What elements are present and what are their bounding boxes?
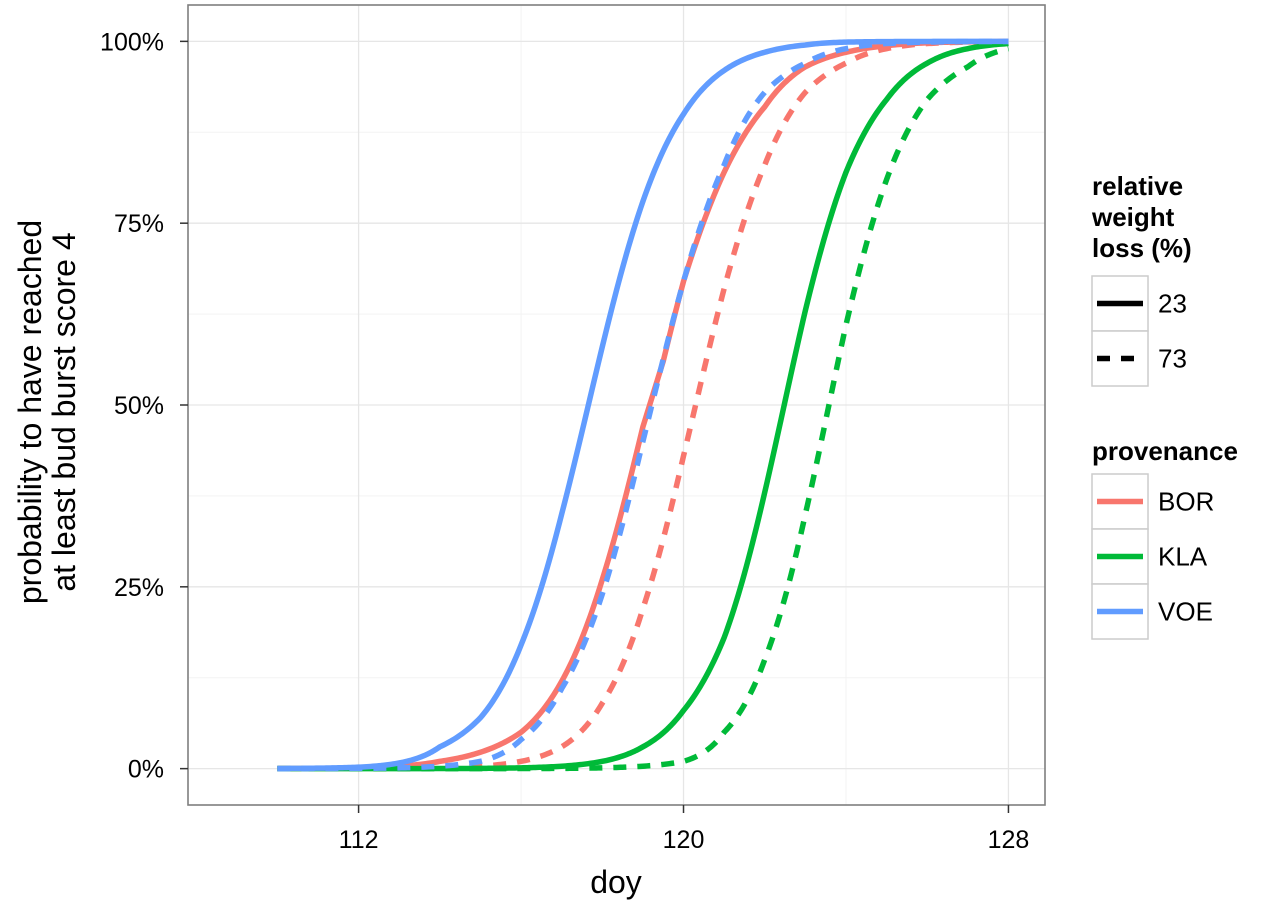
- y-axis-title-line-2: at least bud burst score 4: [46, 232, 82, 591]
- legend-label-voe: VOE: [1158, 597, 1213, 627]
- axis-layer: 112 120 128 0% 25% 50% 75% 100%: [100, 28, 1029, 854]
- y-tick-label: 75%: [114, 210, 164, 238]
- y-axis-title: probability to have reached at least bud…: [12, 220, 82, 604]
- series-line-voe-73: [276, 38, 1010, 772]
- x-tick-label: 120: [663, 826, 705, 854]
- legend-label-bor: BOR: [1158, 487, 1214, 517]
- legend-title-weight-loss: relative: [1092, 171, 1183, 201]
- legend-title-provenance: provenance: [1092, 436, 1238, 466]
- x-axis-title: doy: [590, 864, 642, 900]
- x-tick-label: 112: [339, 826, 379, 854]
- y-axis-title-line-1: probability to have reached: [12, 220, 48, 604]
- y-tick-label: 0%: [128, 756, 164, 784]
- grid-layer: [188, 5, 1045, 805]
- legend-label-23: 23: [1158, 289, 1187, 319]
- legend-label-73: 73: [1158, 344, 1187, 374]
- legend-title-weight-loss: weight: [1091, 202, 1175, 232]
- y-tick-label: 100%: [100, 28, 164, 56]
- x-tick-label: 128: [988, 826, 1030, 854]
- y-tick-label: 50%: [114, 392, 164, 420]
- y-tick-label: 25%: [114, 574, 164, 602]
- legend-title-weight-loss: loss (%): [1092, 233, 1192, 263]
- series-layer: [276, 38, 1010, 772]
- legend-label-kla: KLA: [1158, 542, 1208, 572]
- series-line-kla-73: [276, 45, 1010, 772]
